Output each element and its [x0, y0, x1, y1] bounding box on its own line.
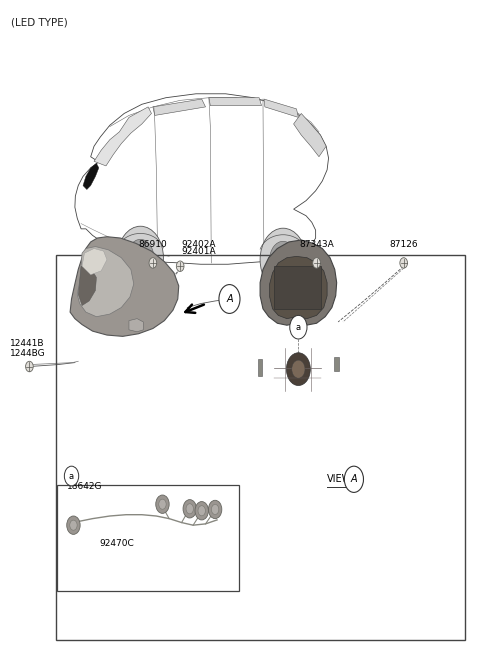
Polygon shape — [209, 98, 262, 106]
Polygon shape — [153, 99, 205, 116]
Polygon shape — [264, 99, 299, 118]
Circle shape — [67, 516, 80, 534]
Circle shape — [313, 258, 321, 268]
Circle shape — [260, 228, 306, 291]
Polygon shape — [129, 319, 144, 332]
Polygon shape — [275, 266, 322, 309]
Text: 92470C: 92470C — [99, 539, 134, 548]
Circle shape — [25, 361, 33, 372]
Circle shape — [198, 506, 205, 516]
Polygon shape — [260, 240, 336, 325]
Text: A: A — [226, 294, 233, 304]
Bar — [57, 484, 239, 591]
Circle shape — [270, 241, 297, 278]
Circle shape — [156, 495, 169, 513]
Bar — [334, 357, 338, 371]
Text: 1244BG: 1244BG — [10, 349, 46, 358]
Polygon shape — [82, 248, 107, 275]
Polygon shape — [294, 114, 326, 157]
Circle shape — [183, 499, 196, 518]
Circle shape — [211, 505, 219, 514]
Circle shape — [176, 261, 184, 271]
Text: VIEW: VIEW — [327, 474, 352, 484]
Polygon shape — [83, 164, 99, 189]
Circle shape — [292, 360, 305, 378]
Text: A: A — [350, 474, 357, 484]
Circle shape — [344, 466, 363, 492]
Circle shape — [159, 499, 166, 509]
Polygon shape — [94, 107, 152, 166]
Circle shape — [195, 501, 208, 520]
Text: 87343A: 87343A — [299, 240, 334, 248]
Text: a: a — [69, 472, 74, 480]
Circle shape — [149, 258, 157, 268]
Circle shape — [186, 504, 193, 514]
Circle shape — [64, 466, 79, 486]
Circle shape — [287, 353, 311, 386]
Circle shape — [400, 258, 408, 268]
Circle shape — [127, 239, 154, 276]
Polygon shape — [70, 237, 179, 336]
Text: (LED TYPE): (LED TYPE) — [11, 17, 68, 27]
Circle shape — [208, 500, 222, 518]
Polygon shape — [270, 256, 327, 319]
Bar — [258, 359, 262, 376]
Circle shape — [219, 284, 240, 313]
Circle shape — [136, 251, 145, 264]
Text: 86910: 86910 — [139, 240, 167, 248]
Circle shape — [290, 315, 307, 339]
Text: 12441B: 12441B — [10, 339, 45, 348]
Circle shape — [278, 253, 288, 266]
Bar — [56, 255, 465, 640]
Text: a: a — [296, 323, 301, 332]
Circle shape — [70, 520, 77, 530]
Circle shape — [118, 226, 163, 289]
Text: 92402A: 92402A — [181, 240, 216, 248]
Polygon shape — [77, 246, 134, 317]
Text: 92401A: 92401A — [181, 248, 216, 256]
Polygon shape — [78, 266, 96, 306]
Text: 18642G: 18642G — [67, 482, 102, 491]
Text: 87126: 87126 — [389, 240, 418, 248]
